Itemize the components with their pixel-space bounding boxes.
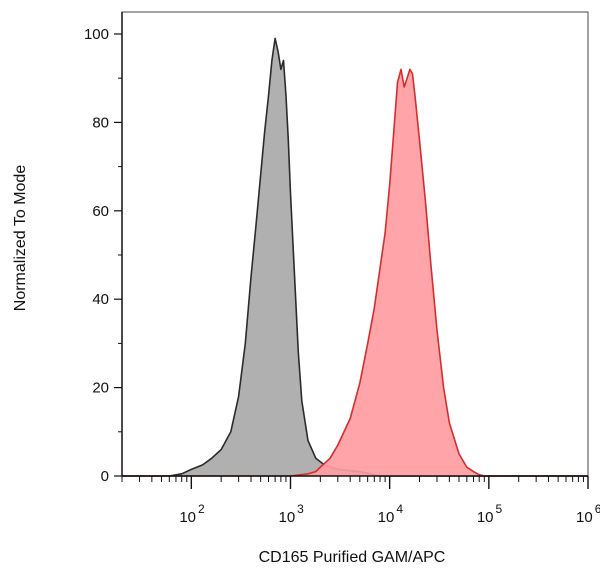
y-tick-label: 40 xyxy=(92,291,109,308)
x-tick-label: 10 4 xyxy=(378,502,404,526)
y-tick-label: 100 xyxy=(84,26,109,43)
x-axis-ticks: 10 2 10 3 10 4 10 5 10 6 xyxy=(121,476,600,526)
x-tick-label: 10 5 xyxy=(477,502,503,526)
histogram-series-layer xyxy=(122,37,588,477)
y-axis-title: Normalized To Mode xyxy=(12,165,29,312)
x-tick-label: 10 2 xyxy=(179,502,205,526)
y-axis-ticks: 0 20 40 60 80 100 xyxy=(84,26,122,485)
series-1-area xyxy=(122,69,588,477)
x-tick-label: 10 6 xyxy=(576,502,600,526)
series-0-outline xyxy=(122,37,588,477)
series-1-outline xyxy=(122,68,588,477)
y-tick-label: 20 xyxy=(92,380,109,397)
y-tick-label: 0 xyxy=(101,468,109,485)
y-tick-label: 60 xyxy=(92,203,109,220)
x-axis-title: CD165 Purified GAM/APC xyxy=(259,549,446,566)
y-tick-label: 80 xyxy=(92,114,109,131)
x-tick-label: 10 3 xyxy=(278,502,304,526)
